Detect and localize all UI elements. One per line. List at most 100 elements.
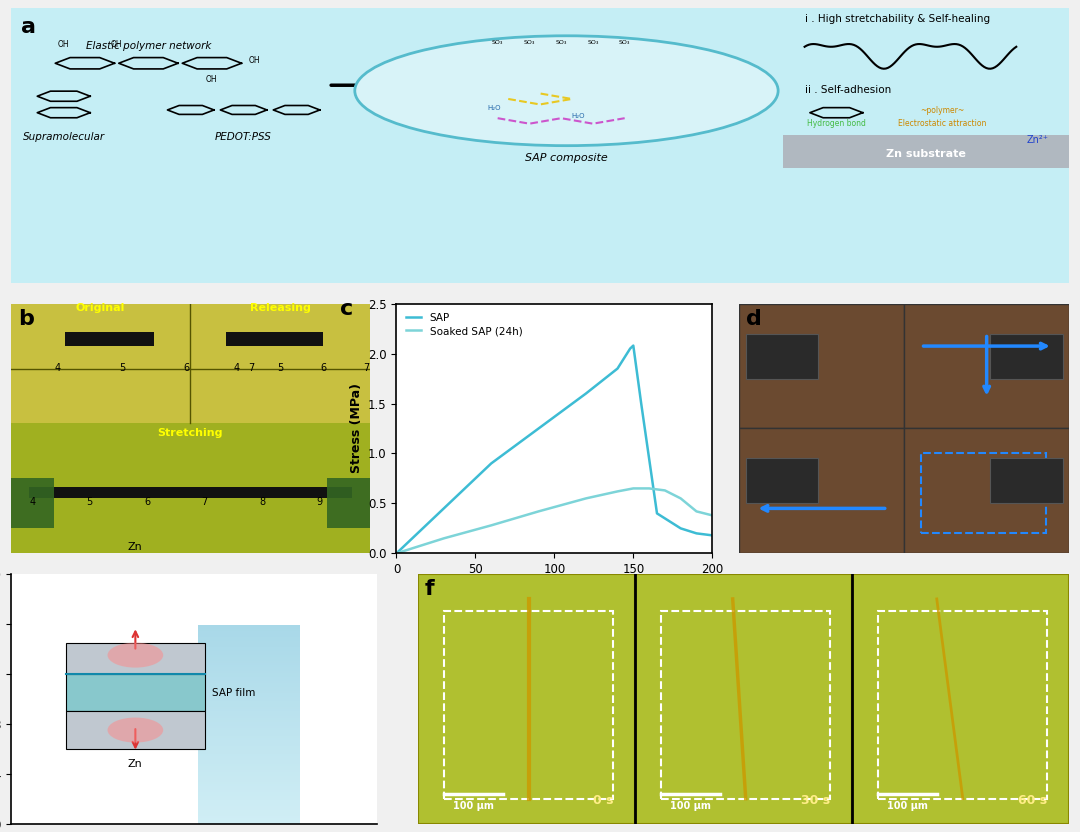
Bar: [198, 635, 300, 637]
Bar: [198, 782, 300, 784]
Text: Original: Original: [76, 303, 125, 313]
Bar: [198, 776, 300, 778]
Bar: [198, 792, 300, 794]
Soaked SAP (24h): [406, 543, 419, 553]
Text: OH: OH: [58, 40, 69, 49]
Bar: [198, 679, 300, 681]
Bar: [198, 671, 300, 673]
Bar: [198, 746, 300, 748]
X-axis label: Strain (%): Strain (%): [515, 582, 594, 596]
Text: 7: 7: [363, 363, 369, 373]
Bar: [11, 423, 369, 553]
Bar: [198, 794, 300, 796]
Bar: [198, 676, 300, 679]
Bar: [198, 820, 300, 822]
Bar: [198, 772, 300, 774]
Bar: [198, 685, 300, 686]
Bar: [444, 612, 613, 799]
Soaked SAP (24h): [485, 520, 498, 530]
Bar: [739, 304, 904, 428]
Soaked SAP (24h): [643, 483, 656, 493]
Bar: [198, 752, 300, 754]
Bar: [198, 695, 300, 696]
Bar: [198, 639, 300, 641]
Bar: [198, 764, 300, 766]
Bar: [198, 786, 300, 788]
Text: 5: 5: [86, 497, 93, 507]
SAP: [437, 503, 450, 513]
Text: 4: 4: [233, 363, 240, 373]
Bar: [198, 702, 300, 705]
Bar: [198, 742, 300, 745]
Text: H₂O: H₂O: [487, 105, 501, 111]
Bar: [990, 458, 1063, 503]
Bar: [198, 675, 300, 676]
Text: 30 s: 30 s: [801, 794, 831, 807]
Text: 7: 7: [248, 363, 255, 373]
Bar: [198, 818, 300, 820]
Text: f: f: [424, 579, 434, 599]
Bar: [198, 629, 300, 631]
Bar: [226, 332, 323, 346]
Bar: [198, 633, 300, 635]
Bar: [878, 612, 1048, 799]
Soaked SAP (24h): [532, 507, 545, 517]
Bar: [198, 768, 300, 770]
Bar: [66, 674, 205, 711]
Bar: [852, 574, 1069, 824]
Bar: [198, 732, 300, 735]
Bar: [198, 686, 300, 689]
Text: ~polymer~: ~polymer~: [920, 106, 964, 115]
Soaked SAP (24h): [659, 485, 672, 495]
Bar: [198, 715, 300, 716]
Bar: [198, 649, 300, 651]
SAP: [580, 389, 593, 399]
Text: PEDOT:PSS: PEDOT:PSS: [215, 132, 272, 142]
Bar: [990, 334, 1063, 379]
Text: c: c: [339, 299, 353, 319]
Bar: [198, 726, 300, 728]
Bar: [198, 683, 300, 685]
Bar: [661, 612, 831, 799]
Soaked SAP (24h): [690, 507, 703, 517]
Line: SAP: SAP: [396, 345, 712, 553]
Bar: [198, 766, 300, 768]
Bar: [739, 428, 904, 553]
Text: Supramolecular: Supramolecular: [23, 132, 105, 142]
Bar: [198, 740, 300, 742]
Bar: [198, 659, 300, 661]
Bar: [198, 667, 300, 669]
Bar: [198, 728, 300, 730]
Bar: [198, 663, 300, 665]
Text: OH: OH: [111, 40, 122, 49]
Text: ii . Self-adhesion: ii . Self-adhesion: [805, 85, 891, 95]
Bar: [198, 653, 300, 655]
Bar: [198, 711, 300, 712]
Bar: [198, 730, 300, 732]
Text: 8: 8: [259, 497, 265, 507]
Text: OH: OH: [248, 57, 260, 65]
Bar: [745, 458, 819, 503]
Bar: [198, 721, 300, 722]
Bar: [198, 637, 300, 639]
Bar: [745, 334, 819, 379]
SAP: [650, 508, 663, 518]
Bar: [198, 790, 300, 792]
Soaked SAP (24h): [674, 493, 687, 503]
Bar: [198, 625, 300, 627]
Bar: [198, 681, 300, 683]
Bar: [198, 689, 300, 691]
Text: SO₃: SO₃: [619, 40, 631, 45]
Text: Zn: Zn: [129, 759, 143, 769]
Legend: SAP, Soaked SAP (24h): SAP, Soaked SAP (24h): [402, 309, 527, 340]
Text: 0 s: 0 s: [593, 794, 613, 807]
Bar: [198, 736, 300, 738]
SAP: [611, 364, 624, 374]
Bar: [198, 815, 300, 818]
Bar: [783, 135, 1069, 167]
Text: 4: 4: [54, 363, 60, 373]
Bar: [11, 304, 369, 423]
Bar: [65, 332, 154, 346]
Soaked SAP (24h): [437, 533, 450, 543]
Bar: [635, 574, 852, 824]
